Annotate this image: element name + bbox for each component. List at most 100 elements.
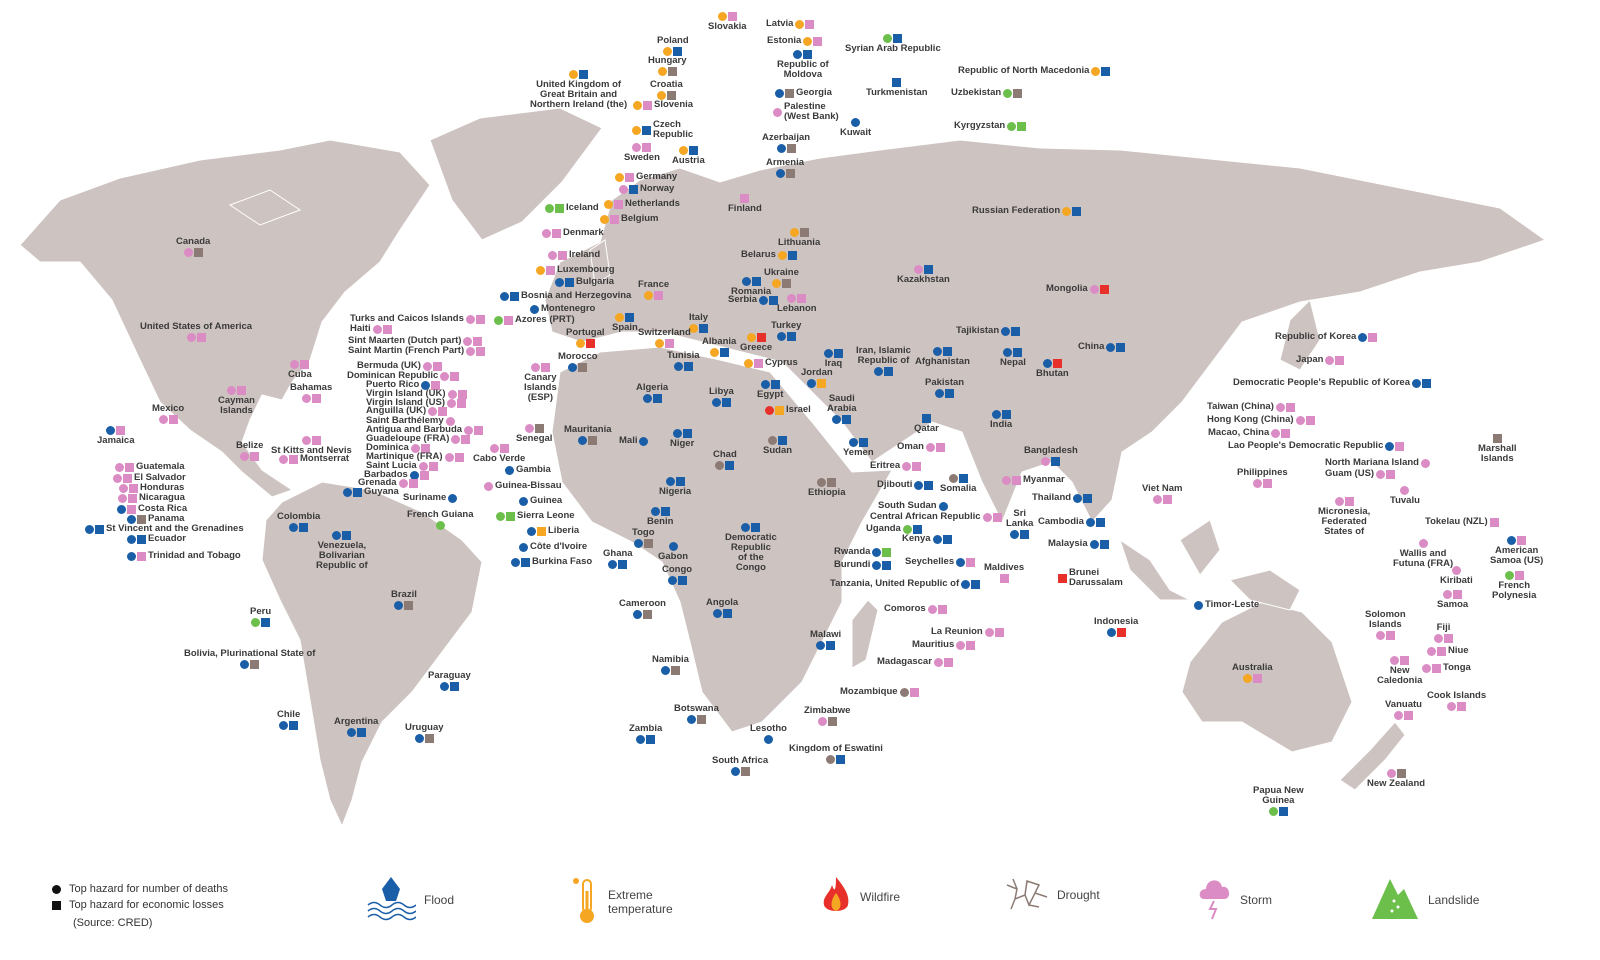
death-hazard-circle — [186, 333, 196, 342]
loss-hazard-square — [1385, 631, 1395, 640]
country-label-luxembourg: Luxembourg — [536, 265, 615, 275]
loss-hazard-square — [994, 627, 1004, 637]
country-name: Armenia — [766, 157, 805, 168]
death-hazard-circle — [343, 487, 352, 497]
country-name: Benin — [647, 516, 674, 527]
death-hazard-circle — [604, 199, 613, 209]
country-name: Nicaragua — [139, 492, 185, 503]
hazard-markers — [1001, 326, 1021, 336]
country-label-gambia: Gambia — [505, 465, 551, 475]
death-hazard-circle — [984, 627, 994, 637]
land-shape — [1339, 721, 1406, 791]
country-label-tuvalu: Tuvalu — [1390, 486, 1420, 506]
country-label-greece: Greece — [740, 333, 772, 353]
death-hazard-circle — [639, 436, 649, 446]
country-name: Malaysia — [1048, 538, 1088, 549]
death-hazard-circle — [668, 542, 678, 551]
loss-hazard-square — [1116, 628, 1126, 637]
country-label-spain: Spain — [612, 313, 638, 333]
country-name: Sri Lanka — [1006, 508, 1034, 529]
death-hazard-circle — [686, 715, 696, 724]
country-name: Russian Federation — [972, 205, 1061, 216]
hazard-markers — [789, 228, 809, 237]
land-shape — [228, 189, 302, 226]
country-name: Qatar — [914, 423, 939, 434]
loss-hazard-square — [923, 265, 933, 274]
country-name: Bermuda (UK) — [357, 360, 421, 371]
loss-hazard-square — [127, 504, 136, 514]
country-name: Malawi — [810, 629, 842, 640]
country-label-papua-new-guinea: Papua New Guinea — [1253, 786, 1304, 816]
country-label-american-samoa-us: American Samoa (US) — [1490, 536, 1543, 566]
loss-hazard-square — [1072, 206, 1082, 216]
country-name: Sweden — [624, 152, 660, 163]
country-name: Belize — [236, 440, 264, 451]
loss-hazard-square — [642, 143, 652, 152]
hazard-markers — [527, 526, 546, 536]
death-hazard-circle — [1427, 646, 1436, 656]
death-hazard-circle — [1358, 332, 1368, 342]
hazard-markers — [119, 483, 138, 493]
country-label-denmark: Denmark — [542, 228, 604, 238]
death-hazard-circle — [1242, 674, 1252, 683]
hazard-markers — [1358, 332, 1378, 342]
loss-hazard-square — [721, 398, 731, 407]
death-hazard-circle — [665, 477, 675, 486]
country-label-albania: Albania — [702, 337, 736, 357]
death-hazard-circle — [530, 304, 539, 314]
country-name: Morocco — [558, 351, 598, 362]
country-name: Luxembourg — [557, 264, 615, 275]
country-label-vanuatu: Vanuatu — [1385, 700, 1422, 720]
loss-hazard-square — [882, 547, 892, 557]
loss-hazard-square — [193, 248, 203, 257]
hazard-markers — [444, 452, 464, 462]
country-label-uzbekistan: Uzbekistan — [951, 88, 1023, 98]
hazard-markers — [1010, 530, 1030, 539]
country-label-timor-leste: Timor-Leste — [1194, 600, 1259, 610]
country-label-canary-islands-esp: Canary Islands (ESP) — [524, 363, 557, 403]
country-label-taiwan-china: Taiwan (China) — [1207, 402, 1295, 412]
hazard-markers — [933, 657, 953, 667]
hazard-markers — [632, 143, 652, 152]
country-name: La Reunion — [931, 626, 983, 637]
death-hazard-circle — [817, 717, 827, 726]
country-name: Mongolia — [1046, 283, 1088, 294]
country-name: Tonga — [1443, 662, 1471, 673]
country-label-comoros: Comoros — [884, 604, 947, 614]
country-label-turkey: Turkey — [771, 321, 801, 341]
country-name: Croatia — [650, 79, 683, 90]
loss-hazard-square — [937, 604, 947, 614]
loss-hazard-square — [785, 169, 795, 178]
loss-hazard-square — [1395, 441, 1405, 451]
loss-hazard-square — [419, 470, 429, 480]
hazard-markers — [982, 512, 1002, 522]
country-name: Guam (US) — [1325, 468, 1375, 479]
country-label-mongolia: Mongolia — [1046, 284, 1109, 294]
death-hazard-circle — [667, 576, 677, 585]
hazard-markers — [899, 687, 919, 697]
country-label-bolivia-plurinational-state-of: Bolivia, Plurinational State of — [184, 649, 315, 669]
death-hazard-circle — [771, 279, 781, 288]
death-hazard-circle — [226, 386, 236, 395]
country-label-georgia: Georgia — [775, 88, 832, 98]
country-name: Suriname — [403, 492, 447, 503]
country-name: Djibouti — [877, 479, 913, 490]
country-label-trinidad-and-tobago: Trinidad and Tobago — [127, 551, 241, 561]
country-label-lesotho: Lesotho — [750, 724, 787, 744]
hazard-markers — [1400, 486, 1410, 495]
hazard-markers — [654, 339, 674, 348]
landslide-icon — [1370, 875, 1420, 924]
hazard-markers — [1152, 495, 1172, 504]
country-name: Ireland — [569, 249, 601, 260]
country-label-burundi: Burundi — [834, 560, 892, 570]
loss-hazard-square — [1020, 530, 1030, 539]
loss-hazard-square — [942, 347, 952, 356]
loss-hazard-square — [438, 406, 448, 416]
death-hazard-circle — [787, 294, 797, 303]
death-hazard-circle — [1375, 631, 1385, 640]
death-hazard-circle — [712, 609, 722, 618]
loss-hazard-square — [682, 429, 692, 438]
loss-hazard-square — [137, 551, 146, 561]
country-name: El Salvador — [134, 472, 186, 483]
death-hazard-circle — [1507, 536, 1517, 545]
